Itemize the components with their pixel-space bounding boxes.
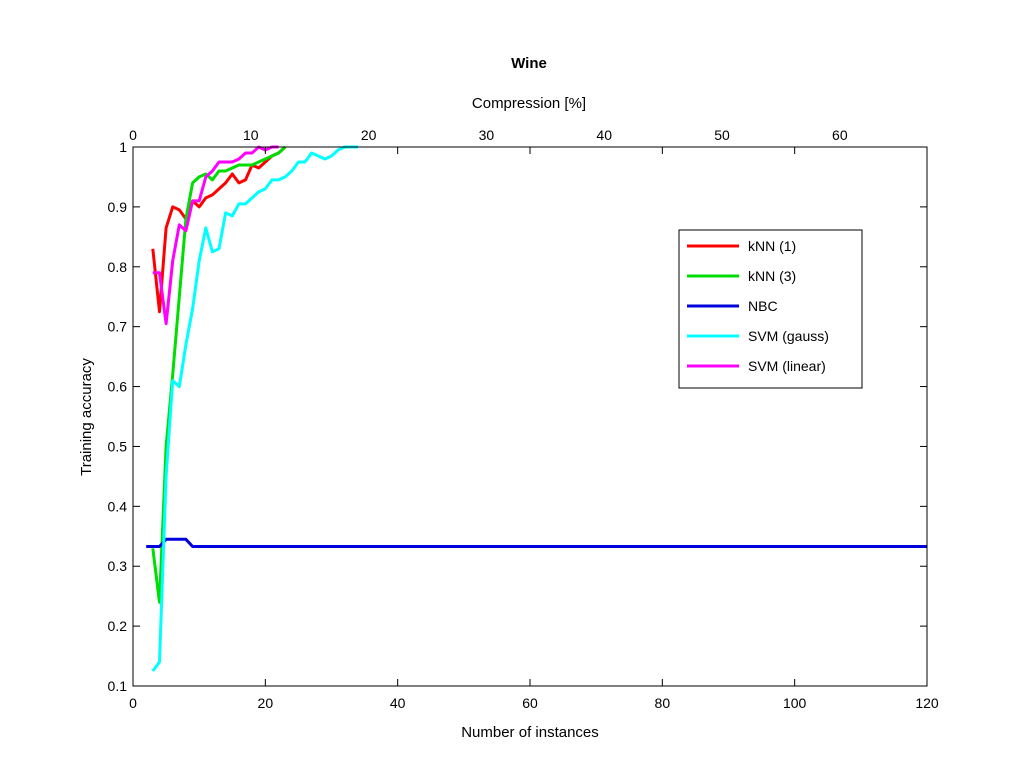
x-tick-label: 20 — [258, 695, 274, 711]
y-tick-label: 0.3 — [108, 558, 128, 574]
x-tick-label: 100 — [783, 695, 807, 711]
legend-entry-3: SVM (gauss) — [748, 328, 829, 344]
top-tick-label: 60 — [832, 127, 848, 143]
x-tick-label: 60 — [522, 695, 538, 711]
series-line-2 — [146, 537, 927, 548]
y-tick-label: 0.8 — [108, 259, 128, 275]
chart-title: Wine — [511, 55, 547, 72]
y-tick-label: 0.5 — [108, 438, 128, 454]
x-tick-label: 120 — [915, 695, 939, 711]
y-tick-label: 0.6 — [108, 379, 128, 395]
series-line-3 — [151, 145, 358, 672]
x-tick-label: 0 — [129, 695, 137, 711]
x-tick-label: 40 — [390, 695, 406, 711]
y-tick-label: 0.7 — [108, 319, 128, 335]
series-line-1 — [151, 145, 287, 604]
y-tick-label: 0.2 — [108, 618, 128, 634]
top-tick-label: 30 — [479, 127, 495, 143]
top-tick-label: 40 — [596, 127, 612, 143]
legend-entry-2: NBC — [748, 298, 778, 314]
ticks-layer: 0 20 40 60 80 100 120 0 10 20 30 40 50 60 0.1 0.2 0.3 0.4… — [108, 127, 939, 711]
legend-entry-0: kNN (1) — [748, 238, 796, 254]
y-tick-label: 0.9 — [108, 199, 128, 215]
series-layer — [146, 145, 927, 672]
legend-entry-1: kNN (3) — [748, 268, 796, 284]
y-axis-label: Training accuracy — [78, 358, 95, 476]
top-tick-label: 20 — [361, 127, 377, 143]
legend-entry-4: SVM (linear) — [748, 358, 826, 374]
plot-frame — [132, 146, 928, 687]
legend: kNN (1) kNN (3) NBC SVM (gauss) SVM (linear) — [678, 229, 863, 389]
x-tick-label: 80 — [655, 695, 671, 711]
series-line-0 — [151, 145, 287, 314]
top-tick-label: 10 — [243, 127, 259, 143]
x-axis-label: Number of instances — [461, 724, 599, 741]
top-tick-label: 50 — [714, 127, 730, 143]
y-tick-label: 1 — [119, 139, 127, 155]
y-tick-label: 0.1 — [108, 678, 128, 694]
legend-box — [678, 229, 863, 389]
series-line-4 — [152, 145, 279, 326]
top-tick-label: 0 — [129, 127, 137, 143]
y-tick-label: 0.4 — [108, 498, 128, 514]
top-axis-label: Compression [%] — [472, 95, 586, 112]
